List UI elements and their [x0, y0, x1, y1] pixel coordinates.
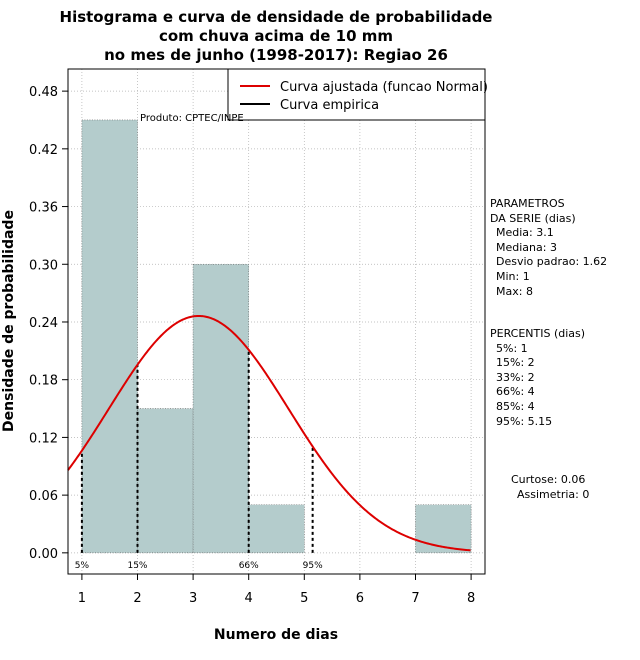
- y-tick-label-6: 0.36: [29, 201, 58, 216]
- histogram-bar-3: [192, 263, 250, 554]
- chart-title: Histograma e curva de densidade de proba…: [60, 8, 493, 64]
- x-tick-label-5: 5: [300, 591, 308, 606]
- x-tick-label-1: 1: [78, 591, 86, 606]
- legend-label-curva-empirica: Curva empirica: [280, 98, 379, 113]
- x-tick-label-8: 8: [467, 591, 475, 606]
- shape-stats-panel: Curtose: 0.06 Assimetria: 0: [511, 473, 589, 502]
- percentis-panel: PERCENTIS (dias) 5%: 1 15%: 2 33%: 2 66%…: [490, 327, 585, 429]
- x-tick-label-4: 4: [245, 591, 253, 606]
- product-annotation: Produto: CPTEC/INPE: [140, 113, 244, 124]
- y-tick-label-5: 0.30: [29, 258, 58, 273]
- y-tick-label-0: 0.00: [29, 547, 58, 562]
- y-tick-label-2: 0.12: [29, 431, 58, 446]
- x-tick-label-2: 2: [133, 591, 141, 606]
- chart-title-line-1: Histograma e curva de densidade de proba…: [60, 8, 493, 26]
- histogram-bar-2: [137, 408, 194, 554]
- percentile-label-2: 15%: [127, 561, 147, 571]
- histogram-bar-7: [415, 504, 472, 554]
- percentil-33: 33%: 2: [496, 370, 535, 384]
- percentile-label-1: 5%: [75, 561, 90, 571]
- percentil-5: 5%: 1: [496, 341, 528, 355]
- series-parameters-panel: PARAMETROS DA SERIE (dias) Media: 3.1 Me…: [490, 197, 607, 299]
- y-axis-label: Densidade de probabilidade: [1, 210, 17, 432]
- chart-title-line-3: no mes de junho (1998-2017): Regiao 26: [104, 46, 448, 64]
- x-tick-label-6: 6: [356, 591, 364, 606]
- percentil-15: 15%: 2: [496, 356, 535, 370]
- y-tick-label-7: 0.42: [29, 143, 58, 158]
- percentile-label-4: 95%: [303, 561, 323, 571]
- legend-label-curva-ajustada: Curva ajustada (funcao Normal): [280, 80, 488, 95]
- percentis-title: PERCENTIS (dias): [490, 327, 586, 340]
- percentil-85: 85%: 4: [496, 399, 535, 413]
- y-tick-label-3: 0.18: [29, 374, 58, 389]
- param-max: Max: 8: [496, 284, 533, 298]
- normal-fit-curve: [67, 314, 471, 552]
- x-axis-label: Numero de dias: [214, 627, 338, 643]
- param-media: Media: 3.1: [496, 226, 554, 240]
- curtose: Curtose: 0.06: [511, 473, 586, 486]
- percentil-95: 95%: 5.15: [496, 414, 553, 428]
- histogram-bar-4: [248, 504, 305, 554]
- axes: 1 2 3 4 5 6 7 8 0.00 0.06 0.12 0.18 0.24 0.30 0.36 0.42…: [29, 85, 475, 606]
- x-tick-label-7: 7: [411, 591, 419, 606]
- param-min: Min: 1: [496, 269, 530, 283]
- x-tick-label-3: 3: [189, 591, 197, 606]
- percentile-lines: 5% 15% 66% 95%: [75, 349, 323, 571]
- chart-title-line-2: com chuva acima de 10 mm: [159, 27, 393, 45]
- param-mediana: Mediana: 3: [496, 240, 557, 254]
- y-tick-label-8: 0.48: [29, 85, 58, 100]
- params-title-line-2: DA SERIE (dias): [490, 211, 576, 225]
- histogram-bar-1: [81, 119, 138, 554]
- percentile-label-3: 66%: [239, 561, 259, 571]
- y-tick-label-1: 0.06: [29, 489, 58, 504]
- param-desvio-padrao: Desvio padrao: 1.62: [496, 255, 608, 269]
- assimetria: Assimetria: 0: [517, 487, 590, 501]
- percentil-66: 66%: 4: [496, 385, 535, 399]
- bars: [81, 119, 472, 554]
- legend: Curva ajustada (funcao Normal) Curva emp…: [227, 68, 488, 121]
- legend-box: [227, 68, 486, 121]
- params-title-line-1: PARAMETROS: [490, 197, 565, 210]
- y-tick-label-4: 0.24: [29, 316, 58, 331]
